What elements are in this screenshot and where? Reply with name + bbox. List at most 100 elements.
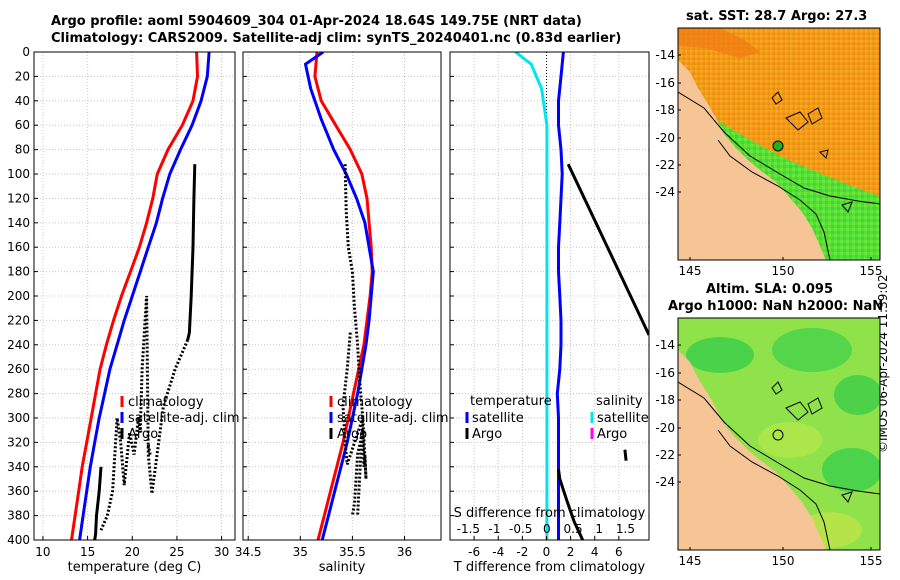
sla-reef-4 [841, 491, 853, 503]
sla-blob-1 [686, 337, 754, 373]
legend-label: climatology [337, 395, 413, 410]
sst-land-queensland [678, 60, 826, 260]
ytick-label: 40 [15, 94, 30, 108]
ytick-label: 240 [7, 338, 30, 352]
sla-map [677, 317, 881, 551]
sst-map [677, 27, 881, 261]
map-ytick-label: -14 [655, 338, 675, 352]
ytick-label: 320 [7, 435, 30, 449]
xtick-label: 20 [125, 545, 140, 559]
map-ytick-label: -14 [655, 48, 675, 62]
series-Argo [186, 164, 197, 341]
sst-map-title: sat. SST: 28.7 Argo: 27.3 [686, 9, 868, 24]
map-xtick-label: 150 [772, 554, 795, 568]
legend-label-temperature: satellite [472, 411, 524, 426]
sla-map-title: Altim. SLA: 0.095 [706, 282, 833, 297]
xtick-label: 0 [543, 545, 551, 559]
series-temperature-Argo [623, 449, 628, 461]
chart-temperature: 0 20 40 60 80 100 120 140 160 180 200 220 240 260 280 3… [7, 45, 240, 575]
ytick-label: 200 [7, 289, 30, 303]
sst-warm-patch [678, 28, 760, 58]
ytick-label: 180 [7, 265, 30, 279]
map-xtick-label: 145 [679, 554, 702, 568]
map-ytick-label: -22 [655, 158, 675, 172]
ytick-label: 360 [7, 484, 30, 498]
sla-land-queensland [678, 350, 826, 550]
xtick-label: 6 [615, 545, 623, 559]
legend-label: Argo [128, 427, 158, 442]
xtick-label: 35.5 [339, 545, 366, 559]
x2tick-label: 1 [595, 522, 603, 536]
x2tick-label: -1 [489, 522, 501, 536]
legend-title-salinity: salinity [596, 394, 643, 409]
ytick-label: 260 [7, 362, 30, 376]
sla-map-subtitle: Argo h1000: NaN h2000: NaN [668, 299, 884, 314]
x2tick-label: -0.5 [509, 522, 532, 536]
ytick-label: 80 [15, 143, 30, 157]
map-ytick-label: -20 [655, 421, 675, 435]
legend-label-salinity: Argo [597, 427, 627, 442]
legend-label: Argo [337, 427, 367, 442]
map-xtick-label: 155 [860, 264, 883, 278]
map-ytick-label: -24 [655, 185, 675, 199]
sla-map-frame [677, 317, 881, 551]
ytick-label: 380 [7, 509, 30, 523]
series-Argo [343, 164, 368, 516]
xtick-label: 10 [35, 545, 50, 559]
map-xtick-label: 155 [860, 554, 883, 568]
sst-isobath-line [678, 91, 880, 205]
sla-blob-4 [758, 422, 822, 458]
ytick-label: 400 [7, 533, 30, 547]
sla-isobath-line [678, 381, 880, 495]
xaxis-label: salinity [319, 560, 366, 575]
series-temperature-satellite [555, 52, 565, 540]
map-ytick-label: -18 [655, 103, 675, 117]
ytick-label: 280 [7, 387, 30, 401]
map-ytick-label: -22 [655, 448, 675, 462]
legend-title-temperature: temperature [470, 394, 552, 409]
ytick-label: 220 [7, 313, 30, 327]
sla-coastline [717, 429, 831, 550]
series-Argo [341, 332, 365, 516]
profile-charts: 0204060801001201401601802002202402602803… [7, 45, 650, 575]
sla-reef-2 [785, 401, 809, 421]
series-salinity-satellite [514, 52, 549, 540]
map-xtick-label: 145 [679, 264, 702, 278]
legend-label: satellite-adj. clim [128, 411, 240, 426]
sla-blob-2 [772, 328, 852, 372]
chart-differences-series [514, 52, 649, 540]
figure-title-line2: Climatology: CARS2009. Satellite-adj cli… [51, 31, 622, 46]
map-ytick-label: -18 [655, 393, 675, 407]
sst-reef-4 [819, 149, 829, 159]
map-ytick-label: -24 [655, 475, 675, 489]
legend-label-temperature: Argo [472, 427, 502, 442]
map-xtick-label: 150 [772, 264, 795, 278]
sst-reef-1 [771, 91, 783, 105]
xtick-label: -6 [468, 545, 480, 559]
ytick-label: 60 [15, 118, 30, 132]
chart-temperature-series [70, 52, 211, 540]
sla-blob-5 [822, 448, 880, 492]
xtick-label: 36 [397, 545, 412, 559]
map-axis-ticks: 145 150 155 -14 -16 -18 -20 -22 -24 145 150 155 -14 -… [655, 48, 882, 568]
sla-argo-position-marker [772, 429, 784, 441]
sla-reef-1 [771, 381, 783, 395]
map-ytick-label: -20 [655, 131, 675, 145]
x2axis-label: S difference from climatology [454, 506, 646, 521]
map-ytick-label: -16 [655, 76, 675, 90]
sst-reef-2 [785, 111, 809, 131]
ytick-label: 100 [7, 167, 30, 181]
series-Argo [93, 466, 103, 540]
ytick-label: 0 [22, 45, 30, 59]
map-ytick-label: -16 [655, 366, 675, 380]
legend-label-salinity: satellite [597, 411, 649, 426]
x2tick-label: 1.5 [616, 522, 635, 536]
series-temperature-Argo [566, 163, 649, 336]
xtick-label: 34.5 [235, 545, 262, 559]
x2tick-label: -1.5 [457, 522, 480, 536]
series-satellite-adj-clim [78, 52, 211, 540]
series-Argo [99, 295, 190, 531]
series-temperature-Argo [557, 469, 585, 540]
sst-reef-3 [807, 107, 823, 125]
